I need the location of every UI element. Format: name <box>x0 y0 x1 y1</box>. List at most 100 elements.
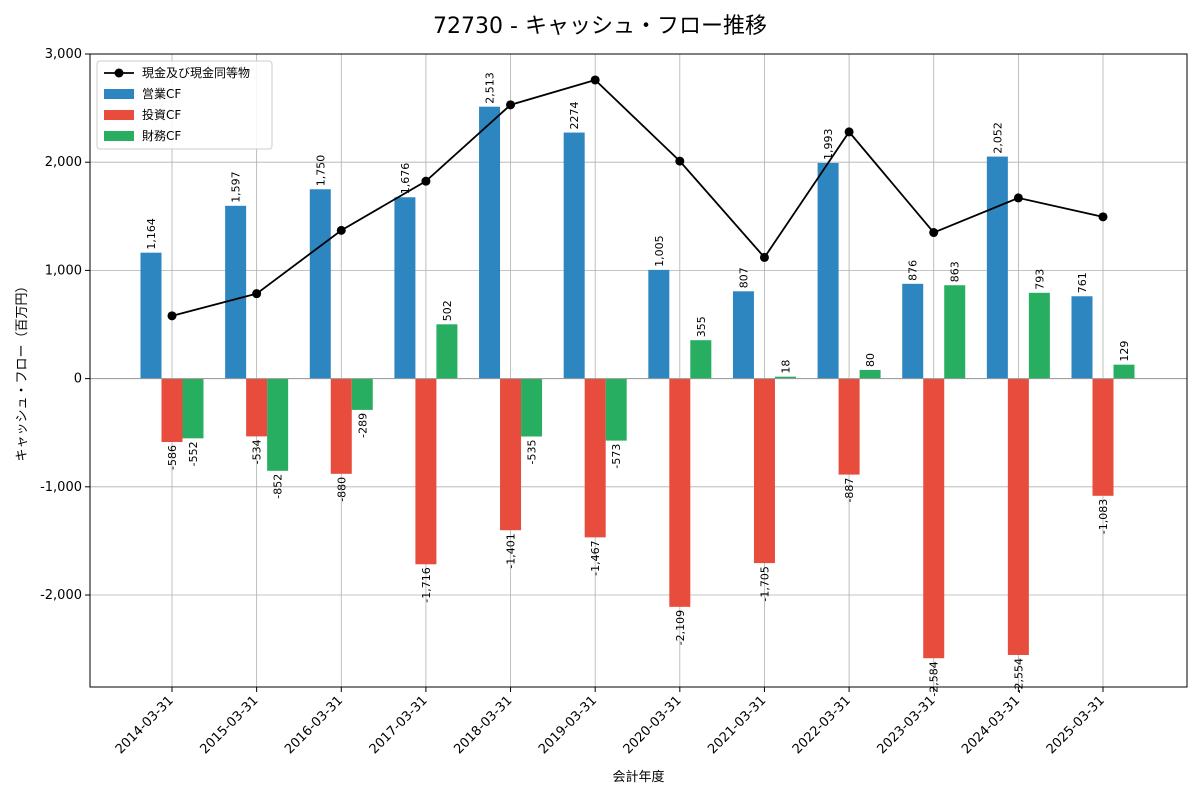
bar-財務CF <box>1028 292 1050 379</box>
bar-営業CF <box>648 269 670 379</box>
bar-財務CF <box>521 378 543 437</box>
legend-label: 営業CF <box>142 87 181 101</box>
bar-投資CF <box>753 378 775 564</box>
data-label: -552 <box>187 441 200 466</box>
y-tick-label: -1,000 <box>40 480 82 495</box>
bar-投資CF <box>246 378 268 437</box>
data-label: 793 <box>1033 269 1046 290</box>
y-axis: 3,000 2,000 1,000 0 -1,000 -2,000 <box>40 47 90 603</box>
data-label: 1,597 <box>230 171 243 203</box>
legend-label: 現金及び現金同等物 <box>142 65 250 80</box>
legend-label: 投資CF <box>142 107 181 122</box>
data-label: -534 <box>251 439 264 464</box>
cash-line-point <box>929 228 939 238</box>
bar-営業CF <box>394 197 416 379</box>
legend-bar-swatch <box>104 110 134 120</box>
bar-営業CF <box>1071 296 1093 379</box>
bar-投資CF <box>330 378 352 474</box>
grid-lines <box>90 53 1187 687</box>
legend-bar-swatch <box>104 89 134 99</box>
data-label: -2,554 <box>1012 658 1025 693</box>
legend-label: 財務CF <box>142 128 181 143</box>
data-label: 1,993 <box>822 128 835 160</box>
data-label: -887 <box>843 478 856 503</box>
data-label: 1,750 <box>314 155 327 187</box>
x-tick-label: 2014-03-31 <box>113 693 177 757</box>
x-tick-label: 2025-03-31 <box>1044 693 1108 757</box>
cash-line-point <box>506 100 516 110</box>
legend-box <box>96 60 273 150</box>
data-label: 129 <box>1118 341 1131 362</box>
bar-投資CF <box>669 378 691 607</box>
y-tick-label: -2,000 <box>40 588 82 603</box>
bar-財務CF <box>774 376 796 379</box>
cash-equivalents-line <box>167 75 1108 321</box>
bar-投資CF <box>584 378 606 538</box>
y-tick-label: 2,000 <box>45 155 82 170</box>
cash-line-point <box>844 127 854 137</box>
cash-line-point <box>167 311 177 321</box>
data-label: -573 <box>610 444 623 469</box>
data-label: -289 <box>356 413 369 438</box>
data-label: -2,109 <box>674 610 687 645</box>
data-label: 1,164 <box>145 218 158 250</box>
data-label: 863 <box>949 261 962 282</box>
x-tick-label: 2019-03-31 <box>536 693 600 757</box>
cash-line-point <box>1013 193 1023 203</box>
bar-財務CF <box>436 324 458 379</box>
bar-財務CF <box>859 369 881 379</box>
x-tick-label: 2023-03-31 <box>875 693 939 757</box>
bar-財務CF <box>351 378 373 410</box>
bar-営業CF <box>732 291 754 379</box>
data-labels: 1,164 1,597 1,750 1,676 2,513 2274 1,005 807 1,9… <box>145 72 1131 696</box>
data-label: 2,513 <box>484 72 497 104</box>
x-axis-label: 会計年度 <box>612 769 664 785</box>
data-label: 502 <box>441 300 454 321</box>
data-label: -586 <box>166 445 179 470</box>
bar-投資CF <box>500 378 522 531</box>
data-label: 80 <box>864 353 877 367</box>
data-label: -1,705 <box>758 566 771 601</box>
data-label: -535 <box>526 440 539 465</box>
bar-営業CF <box>563 132 585 379</box>
data-label: 2,052 <box>991 122 1004 154</box>
legend-marker-swatch <box>114 68 124 78</box>
x-tick-label: 2017-03-31 <box>367 693 431 757</box>
data-label: 2274 <box>568 102 581 130</box>
bar-投資CF <box>415 378 437 565</box>
x-tick-label: 2015-03-31 <box>197 693 261 757</box>
data-label: -1,716 <box>420 567 433 602</box>
bar-投資CF <box>1092 378 1114 496</box>
data-label: -880 <box>335 477 348 502</box>
bar-営業CF <box>225 205 247 379</box>
y-tick-label: 3,000 <box>45 47 82 62</box>
x-tick-label: 2018-03-31 <box>451 693 515 757</box>
cash-line-point <box>252 289 262 299</box>
cash-line-path <box>171 78 1104 317</box>
bar-営業CF <box>817 162 839 379</box>
bar-財務CF <box>1113 364 1135 379</box>
cash-line-point <box>675 156 685 166</box>
data-label: 761 <box>1076 272 1089 293</box>
bar-営業CF <box>479 106 501 379</box>
bar-投資CF <box>161 378 183 443</box>
data-label: 1,676 <box>399 163 412 195</box>
bar-投資CF <box>838 378 860 475</box>
cash-line-point <box>421 176 431 186</box>
y-axis-label: キャッシュ・フロー（百万円） <box>15 279 30 461</box>
data-label: -1,401 <box>505 533 518 568</box>
bar-財務CF <box>690 340 712 379</box>
x-tick-label: 2020-03-31 <box>621 693 685 757</box>
plot-frame <box>89 53 1188 688</box>
data-label: -2,584 <box>928 661 941 696</box>
legend-bar-swatch <box>104 131 134 141</box>
x-axis: 2014-03-31 2015-03-31 2016-03-31 2017-03-31… <box>113 687 1108 757</box>
x-tick-label: 2022-03-31 <box>790 693 854 757</box>
data-label: -1,467 <box>589 540 602 575</box>
bar-営業CF <box>140 252 162 379</box>
x-tick-label: 2024-03-31 <box>959 693 1023 757</box>
bar-投資CF <box>923 378 945 659</box>
cash-line-point <box>590 75 600 85</box>
